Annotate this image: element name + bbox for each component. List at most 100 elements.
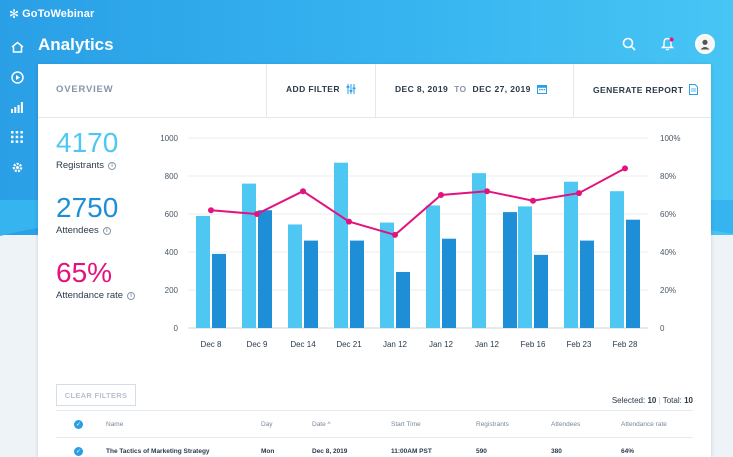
document-icon bbox=[689, 84, 699, 95]
metric-value: 2750 bbox=[56, 192, 119, 223]
metrics-panel: 4170 Registrants i 2750 Attendees i 65% … bbox=[56, 128, 166, 301]
cell-day: Mon bbox=[261, 448, 275, 455]
analytics-card: OVERVIEW ADD FILTER DEC 8, 2019 TO DEC 2… bbox=[38, 64, 711, 457]
date-range-picker[interactable]: DEC 8, 2019 TO DEC 27, 2019 bbox=[395, 84, 547, 94]
cell-attendance-rate: 64% bbox=[621, 448, 635, 455]
sidebar bbox=[0, 32, 34, 182]
metric-label-row: Attendance rate i bbox=[56, 290, 166, 301]
toolbar-divider bbox=[375, 64, 376, 118]
row-checkbox[interactable]: ✓ bbox=[74, 447, 83, 456]
attendance-rate-point bbox=[530, 197, 536, 204]
bar-attendees bbox=[534, 254, 548, 328]
column-header-attendance-rate[interactable]: Attendance rate bbox=[621, 420, 667, 428]
summary-divider: | bbox=[658, 396, 661, 405]
x-tick-label: Jan 12 bbox=[429, 340, 454, 349]
brand-logo[interactable]: ✻ GoToWebinar bbox=[9, 8, 94, 20]
attendance-rate-line bbox=[210, 167, 626, 237]
column-header-name[interactable]: Name bbox=[106, 420, 124, 428]
attendance-rate-point bbox=[484, 188, 490, 195]
info-icon[interactable]: i bbox=[102, 226, 111, 235]
x-tick-label: Jan 12 bbox=[475, 340, 500, 349]
metric-attendees: 2750 Attendees i bbox=[56, 192, 166, 237]
toolbar-divider bbox=[573, 64, 574, 118]
cell-start-time: 11:00AM PST bbox=[391, 448, 432, 455]
column-header-registrants[interactable]: Registrants bbox=[476, 420, 509, 428]
metric-value: 65% bbox=[56, 257, 113, 288]
selected-label: Selected: bbox=[611, 396, 646, 405]
column-header-start-time[interactable]: Start Time bbox=[391, 420, 421, 428]
bar-registrants bbox=[242, 183, 256, 328]
bar-registrants bbox=[518, 206, 532, 328]
generate-report-button[interactable]: GENERATE REPORT bbox=[593, 84, 699, 95]
page-title: Analytics bbox=[38, 35, 114, 54]
x-tick-label: Dec 9 bbox=[247, 340, 268, 349]
column-header-day[interactable]: Day bbox=[261, 420, 273, 428]
attendance-rate-point bbox=[208, 207, 214, 214]
toolbar: OVERVIEW ADD FILTER DEC 8, 2019 TO DEC 2… bbox=[38, 64, 711, 118]
cell-registrants: 590 bbox=[476, 448, 487, 455]
y-right-tick-label: 20% bbox=[660, 286, 676, 295]
x-tick-label: Jan 12 bbox=[383, 340, 408, 349]
webinars-table: ✓ Name Day Date ^ Start Time Registrants… bbox=[56, 410, 693, 457]
attendance-rate-point bbox=[300, 188, 306, 195]
brand-name: GoToWebinar bbox=[22, 8, 95, 20]
metric-label-row: Registrants i bbox=[56, 160, 166, 171]
metric-registrants: 4170 Registrants i bbox=[56, 127, 166, 172]
clear-filters-button[interactable]: CLEAR FILTERS bbox=[56, 384, 136, 406]
bar-attendees bbox=[580, 240, 594, 328]
attendance-rate-point bbox=[622, 165, 628, 172]
x-tick-label: Dec 8 bbox=[201, 340, 222, 349]
bar-attendees bbox=[626, 219, 640, 328]
cell-attendees: 380 bbox=[551, 448, 562, 455]
metric-label: Attendees bbox=[56, 225, 99, 236]
y-right-tick-label: 80% bbox=[660, 172, 676, 181]
y-left-tick-label: 400 bbox=[165, 248, 179, 257]
add-filter-label: ADD FILTER bbox=[286, 84, 340, 94]
x-tick-label: Feb 28 bbox=[613, 340, 638, 349]
sidebar-analytics-icon[interactable] bbox=[0, 92, 34, 122]
y-right-tick-label: 60% bbox=[660, 210, 676, 219]
y-left-tick-label: 800 bbox=[165, 172, 179, 181]
bar-attendees bbox=[258, 210, 272, 328]
x-tick-label: Dec 14 bbox=[290, 340, 316, 349]
metric-label-row: Attendees i bbox=[56, 225, 166, 236]
sidebar-settings-icon[interactable] bbox=[0, 152, 34, 182]
y-left-tick-label: 1000 bbox=[160, 134, 178, 143]
metric-value: 4170 bbox=[56, 127, 119, 158]
check-icon: ✓ bbox=[74, 419, 83, 429]
add-filter-button[interactable]: ADD FILTER bbox=[286, 84, 356, 94]
select-all-checkbox[interactable]: ✓ bbox=[74, 419, 83, 429]
sidebar-play-icon[interactable] bbox=[0, 62, 34, 92]
column-header-date[interactable]: Date ^ bbox=[312, 420, 331, 428]
generate-report-label: GENERATE REPORT bbox=[593, 84, 684, 95]
info-icon[interactable]: i bbox=[127, 291, 136, 300]
search-icon[interactable] bbox=[619, 34, 639, 54]
bar-attendees bbox=[442, 238, 456, 328]
notification-bell-icon[interactable] bbox=[657, 34, 677, 54]
bar-registrants bbox=[334, 162, 348, 328]
bar-registrants bbox=[380, 222, 394, 328]
column-header-attendees[interactable]: Attendees bbox=[551, 420, 581, 428]
sidebar-apps-icon[interactable] bbox=[0, 122, 34, 152]
x-tick-label: Feb 23 bbox=[567, 340, 592, 349]
x-tick-label: Dec 21 bbox=[336, 340, 362, 349]
avatar[interactable] bbox=[695, 34, 715, 54]
date-from: DEC 8, 2019 bbox=[395, 84, 449, 94]
y-right-tick-label: 40% bbox=[660, 248, 676, 257]
y-right-tick-label: 100% bbox=[660, 134, 680, 143]
y-left-tick-label: 600 bbox=[165, 210, 179, 219]
filter-sliders-icon bbox=[346, 84, 356, 94]
metric-label: Registrants bbox=[56, 160, 105, 171]
bar-attendees bbox=[396, 271, 410, 328]
top-actions bbox=[619, 34, 715, 54]
attendance-rate-point bbox=[346, 218, 352, 225]
y-right-tick-label: 0 bbox=[660, 324, 665, 333]
table-row[interactable]: ✓ The Tactics of Marketing Strategy Mon … bbox=[56, 438, 693, 457]
bar-registrants bbox=[610, 191, 624, 328]
check-icon: ✓ bbox=[74, 447, 83, 456]
sidebar-home-icon[interactable] bbox=[0, 32, 34, 62]
bar-registrants bbox=[196, 215, 210, 328]
cell-name: The Tactics of Marketing Strategy bbox=[106, 448, 210, 455]
info-icon[interactable]: i bbox=[108, 161, 117, 170]
attendance-rate-point bbox=[576, 190, 582, 197]
